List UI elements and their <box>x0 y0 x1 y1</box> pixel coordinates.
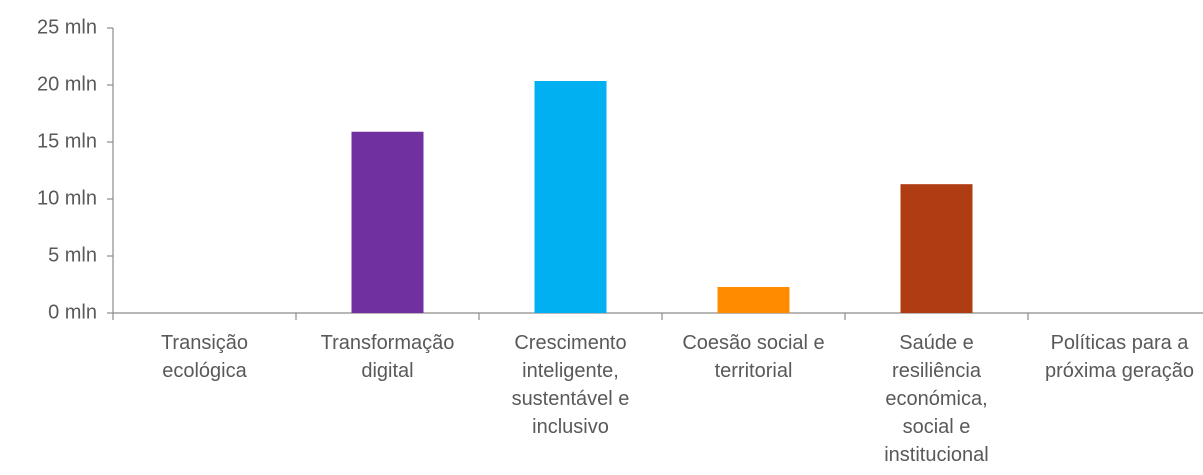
x-tick-label: Coesão social e territorial <box>682 332 825 382</box>
bar <box>351 131 424 313</box>
y-tick-label: 0 mln <box>48 301 97 323</box>
y-tick-label: 20 mln <box>37 73 97 95</box>
x-tick-label: Transição ecológica <box>160 332 249 382</box>
x-tick-label: Crescimento inteligente, sustentável e i… <box>511 332 630 438</box>
y-tick-label: 5 mln <box>48 244 97 266</box>
x-tick-label: Saúde e resiliência económica, social e … <box>884 332 989 466</box>
y-tick-label: 25 mln <box>37 16 97 38</box>
x-tick-label: Transformação digital <box>320 332 455 382</box>
bar <box>900 184 973 313</box>
bar <box>717 287 790 313</box>
bar <box>534 81 607 313</box>
y-tick-label: 15 mln <box>37 130 97 152</box>
x-tick-label: Políticas para a próxima geração <box>1045 332 1194 382</box>
y-tick-label: 10 mln <box>37 187 97 209</box>
